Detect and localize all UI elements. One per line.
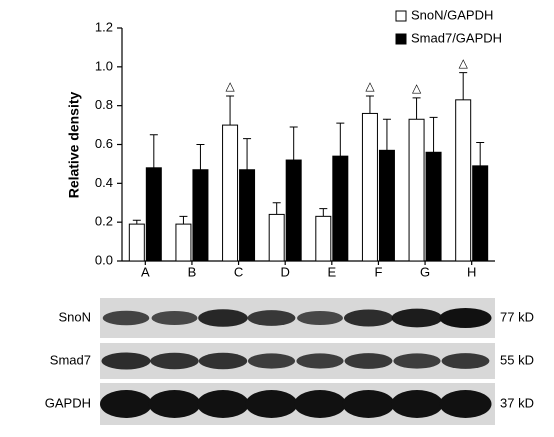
error-bar [179,215,188,225]
blot-band [441,353,490,369]
bar [285,159,302,262]
error-bar [319,208,328,217]
error-bar [196,144,205,170]
blot-band [247,310,296,326]
y-axis-label: Relative density [66,91,82,198]
bar [332,155,349,262]
blot-band [148,390,201,418]
y-tick-label: 0.4 [95,175,113,190]
error-bar [412,97,421,120]
error-bar [149,134,158,168]
bar [222,124,239,262]
x-tick-label: B [188,264,197,279]
error-bar [243,138,252,170]
blot-band [439,308,492,328]
blot-band [197,390,249,418]
legend-swatch [395,33,407,45]
blot-band [391,308,443,328]
y-tick-label: 0.6 [95,136,113,151]
bar [192,169,209,262]
error-bar [132,219,141,225]
blot-band [342,390,395,418]
y-tick-label: 0.8 [95,97,113,112]
blot-band [150,352,199,370]
blot-size: 55 kD [500,352,534,367]
bar [455,99,472,262]
blot-band [297,311,343,325]
blot-label: GAPDH [45,395,91,410]
error-bar [289,126,298,161]
x-tick-label: A [141,264,150,279]
blot-label: Smad7 [50,352,91,367]
error-bar [382,118,391,151]
error-bar [429,116,438,153]
bar [315,215,332,262]
x-tick-label: F [374,264,382,279]
annotation: △ [225,79,235,93]
annotation: △ [412,81,422,95]
blot-band [344,353,393,369]
blot-band [198,309,248,327]
error-bar [459,72,468,100]
bar [378,149,395,262]
bar [128,223,145,262]
error-bar [336,122,345,157]
error-bar [365,95,374,114]
x-tick-label: C [234,264,243,279]
bar [239,169,256,262]
y-tick-label: 1.0 [95,58,113,73]
blot-band [198,352,248,370]
bar [408,118,425,262]
blot-band [439,390,492,418]
legend-label: Smad7/GAPDH [411,30,502,45]
bar [175,223,192,262]
blot-band [100,390,152,418]
blot-band [294,390,346,418]
y-tick-label: 0.2 [95,214,113,229]
blot-band [296,353,344,369]
error-bar [272,202,281,215]
blot-band [151,311,198,325]
blot-band [391,390,443,418]
annotation: △ [365,79,375,93]
bar [472,165,489,262]
bar [361,112,378,262]
bar [145,167,162,262]
annotation: △ [459,56,469,70]
bar [268,213,285,262]
blot-size: 37 kD [500,395,534,410]
blot-band [393,353,441,369]
blot-band [247,353,296,369]
blot-band [245,390,298,418]
x-tick-label: E [327,264,336,279]
x-tick-label: H [467,264,476,279]
legend-label: SnoN/GAPDH [411,7,493,22]
blot-band [101,352,151,370]
x-tick-label: D [280,264,289,279]
blot-band [344,309,393,327]
y-tick-label: 1.2 [95,19,113,34]
legend-swatch [395,10,407,22]
y-tick-label: 0.0 [95,252,113,267]
x-tick-label: G [420,264,430,279]
error-bar [226,95,235,126]
blot-label: SnoN [58,309,91,324]
blot-band [102,310,150,326]
error-bar [476,142,485,166]
bar [425,151,442,262]
blot-size: 77 kD [500,309,534,324]
